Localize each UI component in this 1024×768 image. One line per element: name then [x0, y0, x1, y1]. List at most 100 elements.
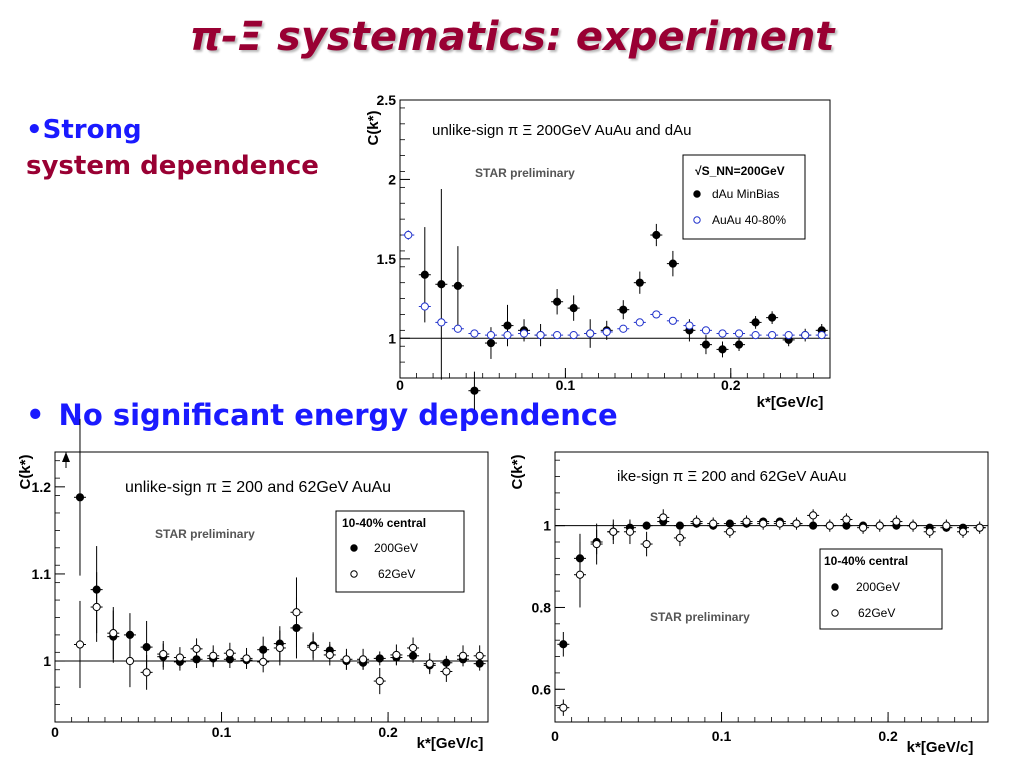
- bullet-marker: •: [26, 398, 45, 432]
- x-tick-label: 0.1: [712, 728, 732, 744]
- legend-box: [335, 510, 465, 593]
- y-tick-label: 1: [543, 518, 551, 534]
- data-point: [486, 331, 496, 340]
- x-tick-label: 0.1: [556, 377, 576, 393]
- legend: 10-40% central 200GeV 62GeV: [335, 510, 465, 593]
- y-axis-arrow: [62, 452, 70, 468]
- data-point: [742, 517, 751, 526]
- data-point: [817, 331, 826, 340]
- x-tick-label: 0.2: [721, 377, 741, 393]
- data-point: [668, 259, 677, 268]
- y-tick-label: 2.5: [377, 92, 397, 108]
- series-2: [557, 509, 986, 716]
- bullet-line-system-dependence: system dependence: [26, 151, 319, 181]
- data-point: [701, 326, 711, 335]
- chart-panel-3: 0.6 0.8 1 0 0.1 0.2 k*[GeV/c] C(k*) ike-sign π Ξ…: [509, 451, 989, 756]
- data-point: [619, 305, 628, 314]
- chart-panel-2: 1 1.1 1.2 0 0.1 0.2 k*[GeV/c] C(k*) unlike-sign …: [17, 418, 489, 752]
- data-point: [675, 521, 685, 530]
- x-tick-label: 0.2: [878, 728, 898, 744]
- y-axis-label: C(k*): [17, 454, 34, 489]
- data-point: [458, 651, 468, 660]
- legend-entry: 62GeV: [378, 567, 415, 581]
- data-point: [437, 318, 446, 327]
- data-point: [768, 313, 777, 322]
- slide-title: π-Ξ systematics: experiment: [189, 14, 835, 60]
- data-point: [675, 533, 685, 543]
- data-point: [858, 523, 868, 532]
- legend-entry: 200GeV: [856, 580, 900, 594]
- data-point: [553, 331, 562, 340]
- legend-entry: 200GeV: [374, 541, 418, 555]
- legend-entry: 62GeV: [858, 606, 895, 620]
- chart-title: unlike-sign π Ξ 200GeV AuAu and dAu: [432, 122, 691, 139]
- data-point: [642, 521, 651, 530]
- data-point: [718, 345, 727, 354]
- data-point: [569, 331, 578, 340]
- x-tick-label: 0: [51, 724, 59, 740]
- data-point: [958, 527, 968, 536]
- data-point: [309, 642, 318, 652]
- data-point: [759, 519, 768, 528]
- data-point: [242, 654, 251, 663]
- y-tick-label: 1: [388, 330, 396, 346]
- data-point: [652, 230, 661, 240]
- y-tick-label: 1.5: [377, 251, 397, 267]
- x-tick-label: 0.1: [212, 724, 232, 740]
- data-point: [569, 304, 578, 313]
- data-point: [475, 651, 484, 660]
- data-point: [453, 281, 462, 290]
- data-point: [442, 667, 451, 676]
- data-point: [325, 650, 334, 660]
- data-point: [375, 676, 384, 686]
- data-point: [768, 331, 777, 340]
- data-point: [342, 655, 351, 664]
- x-axis-label: k*[GeV/c]: [907, 739, 974, 756]
- data-point: [209, 651, 218, 660]
- y-tick-label: 0.6: [532, 681, 552, 697]
- star-preliminary-label: STAR preliminary: [475, 166, 575, 180]
- legend-header: 10-40% central: [342, 516, 426, 530]
- data-point: [892, 517, 901, 526]
- y-tick-label: 1: [43, 653, 51, 669]
- data-point: [625, 527, 635, 536]
- y-axis-label: C(k*): [365, 110, 382, 145]
- data-point: [875, 521, 884, 530]
- legend-marker: [693, 216, 701, 224]
- data-point: [908, 521, 918, 530]
- legend: 10-40% central 200GeV 62GeV: [819, 548, 943, 630]
- data-point: [668, 316, 677, 325]
- data-point: [192, 644, 201, 653]
- data-point: [809, 521, 818, 530]
- data-point: [925, 527, 934, 536]
- legend-header: √S_NN=200GeV: [695, 164, 785, 178]
- data-point: [125, 656, 135, 666]
- data-point: [259, 657, 268, 667]
- data-point: [159, 649, 168, 659]
- data-point: [503, 331, 512, 340]
- data-point: [142, 668, 151, 677]
- data-point: [635, 278, 644, 287]
- data-point: [358, 655, 368, 664]
- data-point: [453, 324, 462, 333]
- data-point: [292, 608, 301, 617]
- data-point: [392, 650, 401, 660]
- y-tick-label: 2: [388, 171, 396, 187]
- data-point: [709, 519, 718, 528]
- data-point: [420, 302, 429, 311]
- data-point: [659, 513, 668, 522]
- data-point: [225, 649, 234, 658]
- legend-entry: dAu MinBias: [712, 187, 779, 201]
- data-point: [701, 340, 711, 349]
- bullet-text: No significant energy dependence: [58, 398, 618, 432]
- data-point: [809, 511, 818, 520]
- legend-marker: [693, 190, 701, 198]
- x-axis-label: k*[GeV/c]: [757, 394, 824, 411]
- data-point: [420, 270, 429, 279]
- data-point: [470, 329, 479, 338]
- bullet-system-dependence: •Strong system dependence: [26, 112, 319, 184]
- data-point: [775, 519, 784, 528]
- arrow-head-icon: [62, 452, 70, 462]
- chart-title: ike-sign π Ξ 200 and 62GeV AuAu: [617, 468, 846, 485]
- legend-marker: [831, 583, 839, 591]
